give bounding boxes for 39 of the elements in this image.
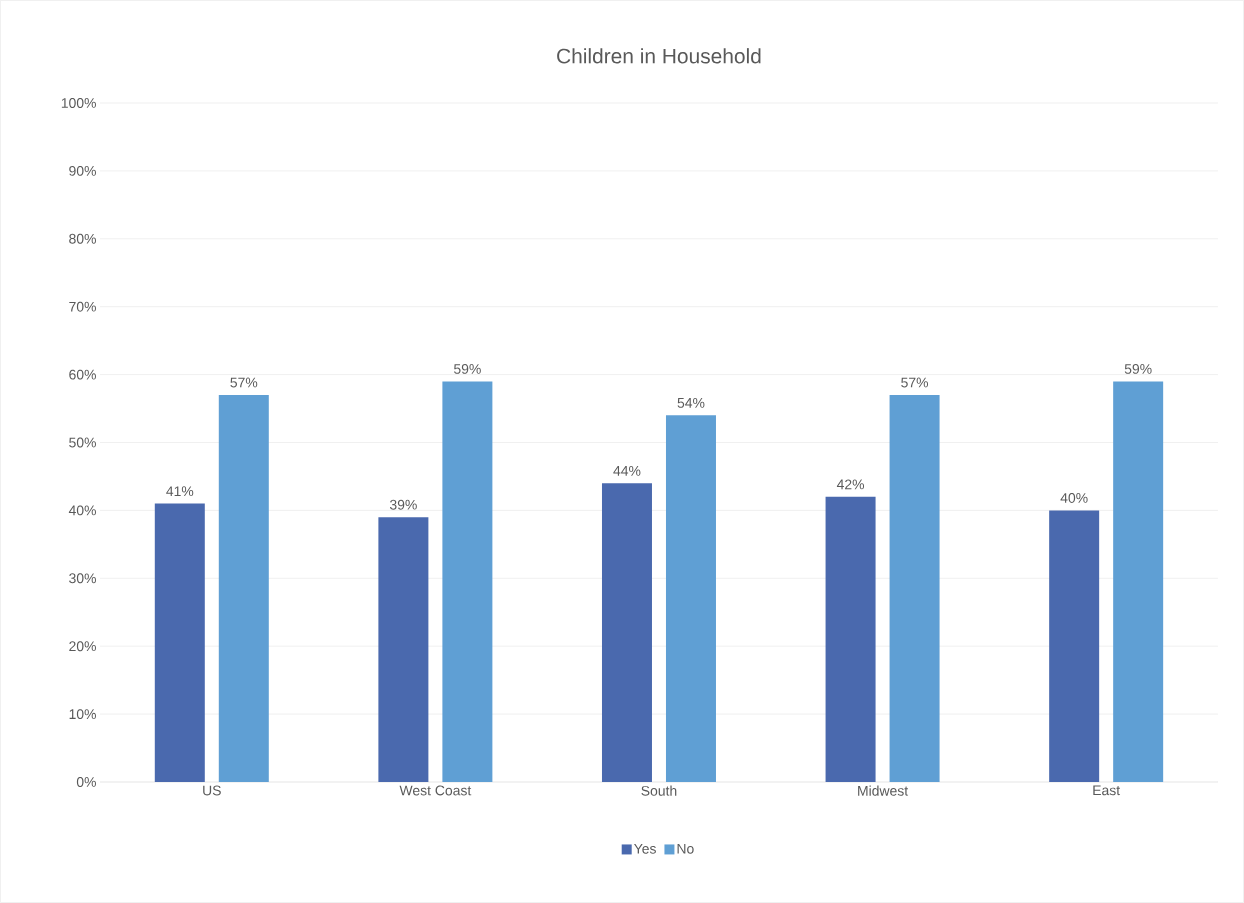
y-tick-label: 0% [76,777,96,787]
y-tick-label: 60% [69,369,96,380]
y-tick-label: 50% [69,437,96,448]
y-tick-label: 90% [69,165,96,176]
bar [601,483,652,782]
data-label: 59% [453,363,481,374]
data-label: 41% [166,486,194,497]
x-tick-label: US [203,785,221,796]
chart-title: Children in Household [557,48,761,64]
bar [825,496,876,782]
bar [218,394,269,782]
y-tick-label: 80% [69,233,96,244]
bar [442,381,493,782]
bar [1049,510,1100,782]
data-label: 59% [1124,363,1152,374]
legend-label: Yes [634,843,656,854]
bar [1113,381,1164,782]
y-tick-label: 70% [69,301,96,312]
y-tick-label: 20% [69,641,96,652]
y-tick-label: 100% [61,98,96,108]
bar [665,415,716,782]
data-label: 57% [230,377,258,388]
data-label: 57% [901,377,929,388]
data-label: 42% [836,479,865,490]
legend-label: No [677,843,694,854]
y-tick-label: 40% [68,505,96,516]
x-tick-label: West Coast [399,785,472,796]
data-label: 44% [613,465,641,476]
bar [889,394,940,782]
x-tick-label: East [1093,785,1121,796]
data-label: 39% [389,499,417,510]
x-tick-label: South [641,785,677,796]
data-label: 40% [1060,492,1088,503]
y-tick-label: 10% [69,709,96,720]
y-tick-label: 30% [69,573,96,584]
bar [378,517,429,782]
bar [154,503,205,782]
data-label: 54% [677,397,705,408]
x-tick-label: Midwest [858,785,909,796]
